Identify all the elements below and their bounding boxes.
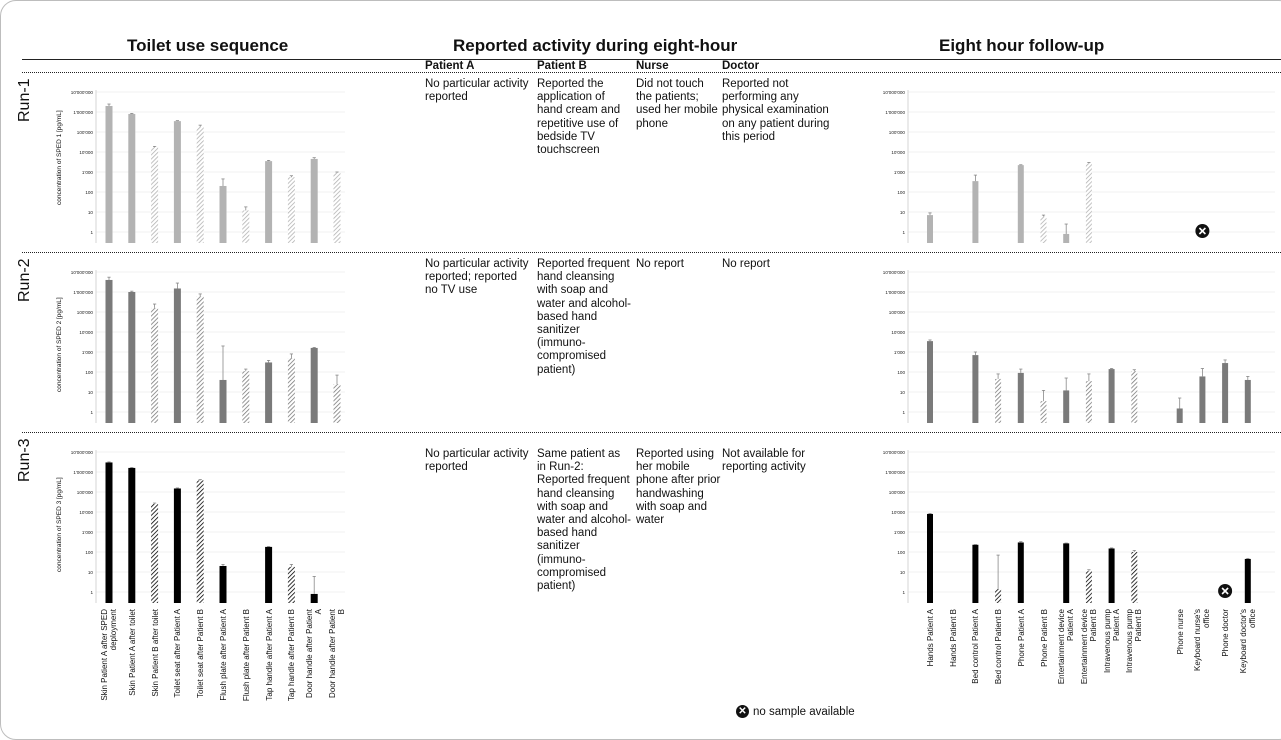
run-1-patient-b-note: Reported the application of hand cream a… bbox=[537, 78, 621, 157]
x-tick-label: Phone doctor bbox=[1220, 609, 1230, 657]
run-1-nurse-note: Did not touch the patients; used her mob… bbox=[636, 78, 718, 130]
x-tick-label: Toilet seat after Patient A bbox=[172, 609, 182, 698]
x-circle-icon: ✕ bbox=[736, 705, 749, 718]
legend-label: no sample available bbox=[753, 705, 855, 718]
run-2-doctor-note: No report bbox=[722, 258, 770, 270]
activity-panel-title: Reported activity during eight-hour bbox=[453, 36, 738, 55]
run-3-patient-a-note: No particular activity reported bbox=[425, 448, 529, 474]
x-tick-label: Bed control Patient B bbox=[993, 609, 1003, 685]
run-3-patient-b-note: Same patient as in Run-2: Reported frequ… bbox=[537, 448, 631, 593]
x-tick-label: Intravenous pump Patient A bbox=[1102, 609, 1121, 674]
column-nurse: Nurse bbox=[636, 60, 669, 72]
run-3-separator bbox=[22, 432, 1281, 433]
run-2-y-axis-title: concentration of SPED 2 [pg/mL] bbox=[56, 297, 63, 392]
run-3-y-axis-title: concentration of SPED 3 [pg/mL] bbox=[56, 477, 63, 572]
x-tick-label: Flush plate after Patient A bbox=[218, 609, 228, 701]
x-tick-label: Flush plate after Patient B bbox=[241, 609, 251, 702]
x-tick-label: Skin Patient A after toilet bbox=[127, 609, 137, 696]
x-tick-label: Keyboard doctor's office bbox=[1238, 609, 1257, 674]
x-tick-label: Skin Patient A after SPED deployment bbox=[100, 609, 118, 701]
toilet-panel-title: Toilet use sequence bbox=[127, 36, 289, 55]
legend: ✕ no sample available bbox=[736, 705, 855, 718]
run-1-patient-a-note: No particular activity reported bbox=[425, 78, 529, 104]
x-tick-label: Intravenous pump Patient B bbox=[1125, 609, 1144, 674]
x-tick-label: Door handle after Patient A bbox=[305, 609, 324, 698]
column-patient-b: Patient B bbox=[537, 60, 587, 72]
x-tick-label: Toilet seat after Patient B bbox=[195, 609, 205, 698]
followup-panel-title: Eight hour follow-up bbox=[939, 36, 1105, 55]
run-1-label: Run-1 bbox=[16, 78, 33, 122]
x-tick-label: Skin Patient B after toilet bbox=[150, 609, 160, 697]
x-tick-label: Entertainment device Patient A bbox=[1057, 609, 1076, 685]
x-tick-label: Door handle after Patient B bbox=[328, 609, 346, 698]
column-patient-a: Patient A bbox=[425, 60, 475, 72]
x-tick-label: Phone Patient B bbox=[1039, 609, 1048, 667]
run-1-y-axis-title: concentration of SPED 1 [pg/mL] bbox=[56, 110, 63, 205]
x-tick-label: Tap handle after Patient A bbox=[264, 609, 274, 701]
x-tick-label: Hands Patient B bbox=[948, 609, 958, 667]
header-rule bbox=[22, 59, 1281, 60]
x-tick-label: Phone Patient A bbox=[1016, 609, 1026, 667]
run-2-separator bbox=[22, 252, 1281, 253]
run-3-doctor-note: Not available for reporting activity bbox=[722, 448, 806, 474]
x-tick-label: Bed control Patient A bbox=[970, 609, 980, 684]
run-1-separator bbox=[22, 72, 1281, 73]
x-tick-label: Tap handle after Patient B bbox=[286, 609, 296, 702]
x-tick-label: Entertainment device Patient B bbox=[1079, 609, 1098, 685]
run-3-label: Run-3 bbox=[16, 438, 33, 482]
run-2-patient-a-note: No particular activity reported; reporte… bbox=[425, 258, 529, 297]
run-3-nurse-note: Reported using her mobile phone after pr… bbox=[636, 448, 721, 527]
run-2-nurse-note: No report bbox=[636, 258, 684, 270]
run-1-doctor-note: Reported not performing any physical exa… bbox=[722, 78, 830, 143]
x-tick-label: Hands Patient A bbox=[925, 609, 935, 667]
run-2-label: Run-2 bbox=[16, 258, 33, 302]
x-tick-label: Keyboard nurse's office bbox=[1193, 609, 1212, 672]
column-doctor: Doctor bbox=[722, 60, 760, 72]
run-2-patient-b-note: Reported frequent hand cleansing with so… bbox=[537, 258, 631, 376]
x-tick-label: Phone nurse bbox=[1175, 609, 1185, 655]
